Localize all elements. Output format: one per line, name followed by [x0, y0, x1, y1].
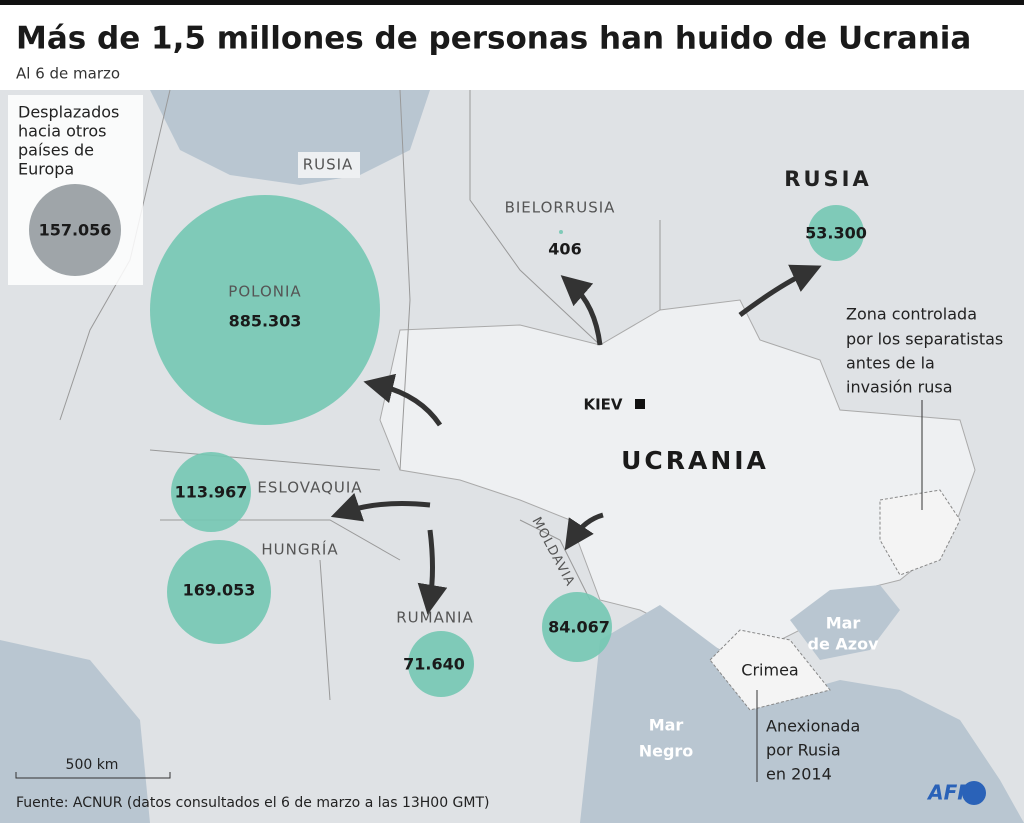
inset-label: países de — [18, 141, 94, 160]
inset-label: hacia otros — [18, 122, 107, 141]
annotation: invasión rusa — [846, 378, 953, 397]
value: 53.300 — [805, 224, 867, 243]
inset: Desplazados hacia otros países de Europa… — [8, 95, 143, 285]
annotation: antes de la — [846, 354, 935, 373]
country-label: RUSIA — [303, 156, 354, 174]
sea-label: Mar — [826, 614, 861, 633]
sea-label: de Azov — [808, 635, 880, 654]
top-bar — [0, 0, 1024, 5]
bubble — [167, 540, 271, 644]
label-box — [298, 152, 360, 178]
value: 84.067 — [548, 618, 610, 637]
bubble — [542, 592, 612, 662]
country-label: POLONIA — [228, 283, 301, 301]
scale-label: 500 km — [66, 757, 119, 773]
value: 71.640 — [403, 655, 465, 674]
bubble — [171, 452, 251, 532]
bubble — [408, 631, 474, 697]
country-label: RUSIA — [784, 167, 871, 191]
annotation: Zona controlada — [846, 305, 977, 324]
value: 169.053 — [183, 581, 256, 600]
country-label: BIELORRUSIA — [505, 199, 616, 217]
annotation: Anexionada — [766, 717, 860, 736]
annotation: por Rusia — [766, 741, 841, 760]
annotation: en 2014 — [766, 765, 832, 784]
bubble — [29, 184, 121, 276]
region-label: Crimea — [741, 661, 798, 680]
arrows — [330, 264, 822, 615]
logo-dot — [962, 781, 986, 805]
sea-label: Mar — [649, 716, 684, 735]
value: 885.303 — [229, 312, 302, 331]
inset-label: Desplazados — [18, 103, 119, 122]
city-marker — [635, 399, 645, 409]
annotation: por los separatistas — [846, 330, 1003, 349]
bubbles — [150, 195, 864, 697]
title: Más de 1,5 millones de personas han huid… — [16, 21, 971, 57]
country-label: UCRANIA — [621, 446, 769, 475]
bubble — [150, 195, 380, 425]
country-label: ESLOVAQUIA — [257, 479, 362, 497]
bubble — [559, 230, 563, 234]
value: 113.967 — [175, 483, 248, 502]
scale-bar — [15, 772, 171, 779]
bubble — [808, 205, 864, 261]
country-label: HUNGRÍA — [261, 540, 338, 559]
source: Fuente: ACNUR (datos consultados el 6 de… — [16, 795, 490, 811]
value: 406 — [548, 240, 581, 259]
city-label: KIEV — [583, 396, 622, 414]
inset-label: Europa — [18, 160, 74, 179]
country-label: RUMANIA — [396, 609, 474, 627]
sea-label: Negro — [639, 742, 694, 761]
value: 157.056 — [39, 221, 112, 240]
subtitle: Al 6 de marzo — [16, 65, 120, 83]
